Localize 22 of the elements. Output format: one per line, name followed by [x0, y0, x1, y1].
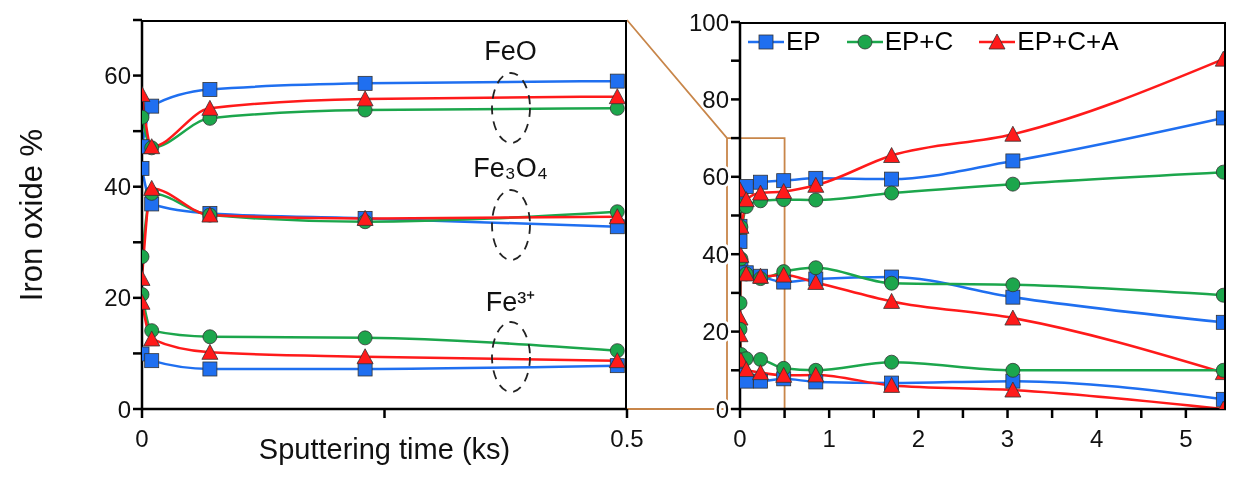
- y-tick-label: 40: [104, 173, 131, 201]
- x-tick-label: 3: [1000, 425, 1015, 453]
- legend-label: EP+C+A: [1017, 26, 1119, 57]
- x-tick-label: 2: [911, 425, 926, 453]
- y-axis-title: Iron oxide %: [14, 128, 50, 301]
- x-tick-label: 4: [1090, 425, 1104, 453]
- legend-label: EP+C: [884, 26, 954, 57]
- x-tick-label: 5: [1179, 425, 1193, 453]
- annotation: Fe₃O₄: [473, 152, 548, 184]
- legend-label: EP: [786, 26, 821, 57]
- x-tick-label: 0.5: [610, 425, 644, 453]
- annotation: FeO: [484, 35, 537, 67]
- y-tick-label: 80: [702, 85, 729, 113]
- y-tick-label: 60: [104, 62, 131, 90]
- y-tick-label: 20: [104, 284, 131, 312]
- annotation: Fe³⁺: [485, 285, 536, 319]
- x-axis-title: Sputtering time (ks): [258, 433, 511, 466]
- x-tick-label: 0: [733, 425, 747, 453]
- x-tick-label: 1: [822, 425, 836, 453]
- x-tick-label: 0: [135, 425, 149, 453]
- y-tick-label: 0: [117, 395, 131, 423]
- y-tick-label: 100: [688, 8, 729, 36]
